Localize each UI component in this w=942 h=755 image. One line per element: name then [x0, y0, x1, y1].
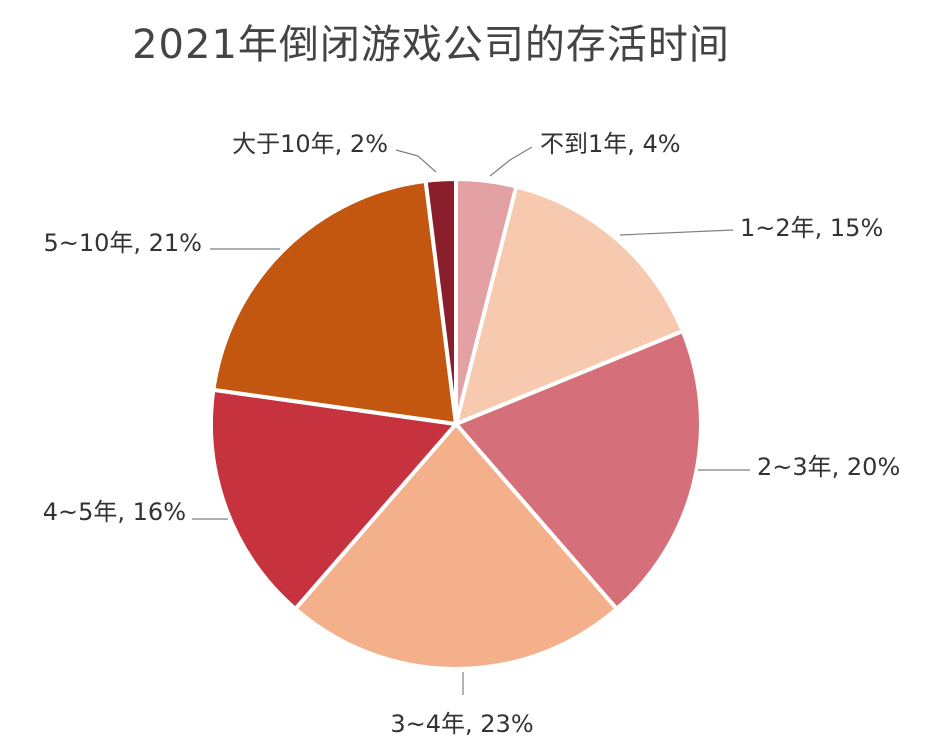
slice-label-5: 4~5年, 16% [43, 498, 186, 526]
chart-title: 2021年倒闭游戏公司的存活时间 [132, 22, 730, 68]
pie-slice-4 [293, 422, 619, 671]
slice-labels: 不到1年, 4% 1~2年, 15% 2~3年, 20% 3~4年, 23% 4~5年,… [43, 130, 901, 738]
pie-slice-2 [454, 184, 685, 426]
slice-label-4: 3~4年, 23% [390, 710, 533, 738]
leader-line-1 [489, 146, 533, 177]
slice-label-1: 不到1年, 4% [540, 130, 681, 158]
pie-slice-3 [454, 329, 703, 611]
pie-slices [209, 176, 703, 671]
leader-line-7 [395, 149, 437, 173]
slice-label-6: 5~10年, 21% [43, 229, 202, 257]
leader-line-2 [619, 229, 734, 236]
pie-slice-7 [423, 176, 458, 426]
pie-slice-6 [211, 178, 458, 426]
slice-label-3: 2~3年, 20% [757, 453, 900, 481]
slice-label-7: 大于10年, 2% [232, 130, 388, 158]
slice-label-2: 1~2年, 15% [740, 214, 883, 242]
leader-lines [192, 146, 750, 695]
pie-slice-5 [209, 387, 458, 611]
